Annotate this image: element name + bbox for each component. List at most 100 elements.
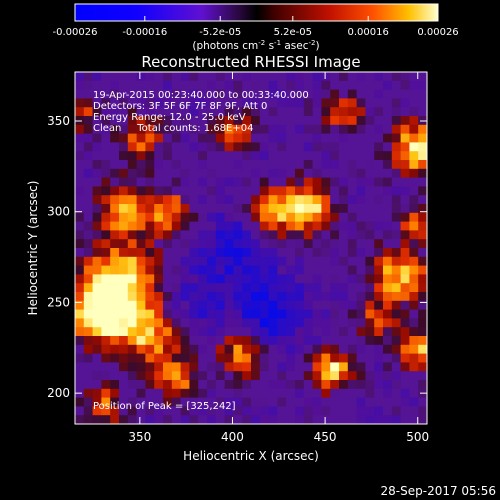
- heatmap-cell: [321, 371, 331, 381]
- heatmap-cell: [295, 309, 305, 319]
- heatmap-cell: [92, 283, 102, 293]
- heatmap-cell: [110, 283, 120, 293]
- heatmap-cell: [400, 380, 410, 390]
- heatmap-cell: [321, 230, 331, 240]
- heatmap-cell: [101, 283, 111, 293]
- heatmap-cell: [136, 415, 146, 424]
- heatmap-cell: [136, 318, 146, 328]
- heatmap-cell: [189, 380, 199, 390]
- heatmap-cell: [383, 256, 393, 266]
- heatmap-cell: [127, 107, 137, 117]
- heatmap-cell: [268, 283, 278, 293]
- heatmap-cell: [339, 177, 349, 187]
- heatmap-cell: [251, 327, 261, 337]
- heatmap-cell: [383, 292, 393, 302]
- heatmap-cell: [154, 388, 164, 398]
- heatmap-cell: [409, 221, 419, 231]
- heatmap-cell: [233, 353, 243, 363]
- heatmap-cell: [330, 380, 340, 390]
- heatmap-cell: [224, 89, 234, 99]
- heatmap-cell: [224, 124, 234, 134]
- heatmap-cell: [356, 309, 366, 319]
- heatmap-cell: [321, 327, 331, 337]
- heatmap-cell: [339, 274, 349, 284]
- heatmap-cell: [145, 230, 155, 240]
- heatmap-cell: [207, 195, 217, 205]
- heatmap-cell: [163, 133, 173, 143]
- heatmap-cell: [330, 133, 340, 143]
- heatmap-cell: [224, 388, 234, 398]
- heatmap-cell: [145, 142, 155, 152]
- heatmap-cell: [136, 300, 146, 310]
- heatmap-cell: [189, 151, 199, 161]
- heatmap-cell: [180, 221, 190, 231]
- heatmap-cell: [418, 318, 427, 328]
- heatmap-cell: [180, 168, 190, 178]
- heatmap-cell: [83, 116, 93, 126]
- heatmap-cell: [119, 116, 129, 126]
- heatmap-cell: [110, 318, 120, 328]
- heatmap-cell: [163, 212, 173, 222]
- heatmap-cell: [251, 415, 261, 424]
- heatmap-cell: [277, 221, 287, 231]
- heatmap-cell: [286, 406, 296, 416]
- heatmap-cell: [347, 300, 357, 310]
- heatmap-cell: [233, 265, 243, 275]
- heatmap-cell: [189, 283, 199, 293]
- heatmap-cell: [268, 336, 278, 346]
- heatmap-cell: [198, 151, 208, 161]
- heatmap-cell: [207, 371, 217, 381]
- heatmap-cell: [92, 256, 102, 266]
- heatmap-cell: [215, 177, 225, 187]
- heatmap-cell: [83, 318, 93, 328]
- heatmap-cell: [391, 406, 401, 416]
- heatmap-cell: [259, 318, 269, 328]
- heatmap-cell: [207, 72, 217, 82]
- heatmap-cell: [383, 116, 393, 126]
- heatmap-cell: [259, 107, 269, 117]
- heatmap-cell: [119, 380, 129, 390]
- heatmap-cell: [365, 292, 375, 302]
- heatmap-cell: [356, 248, 366, 258]
- heatmap-cell: [259, 371, 269, 381]
- heatmap-cell: [418, 160, 427, 170]
- heatmap-cell: [356, 415, 366, 424]
- heatmap-cell: [365, 265, 375, 275]
- heatmap-cell: [365, 107, 375, 117]
- heatmap-cell: [312, 80, 322, 90]
- heatmap-cell: [163, 248, 173, 258]
- heatmap-cell: [303, 239, 313, 249]
- heatmap-cell: [163, 300, 173, 310]
- heatmap-cell: [321, 195, 331, 205]
- heatmap-cell: [215, 256, 225, 266]
- heatmap-cell: [171, 415, 181, 424]
- heatmap-cell: [347, 344, 357, 354]
- heatmap-cell: [110, 397, 120, 407]
- heatmap-cell: [339, 124, 349, 134]
- heatmap-cell: [339, 89, 349, 99]
- heatmap-cell: [189, 230, 199, 240]
- heatmap-cell: [356, 292, 366, 302]
- heatmap-cell: [127, 336, 137, 346]
- heatmap-cell: [127, 344, 137, 354]
- heatmap-cell: [224, 397, 234, 407]
- heatmap-cell: [409, 133, 419, 143]
- heatmap-cell: [189, 318, 199, 328]
- heatmap-cell: [136, 344, 146, 354]
- heatmap-cell: [145, 186, 155, 196]
- heatmap-cell: [321, 221, 331, 231]
- heatmap-cell: [215, 80, 225, 90]
- heatmap-cell: [233, 107, 243, 117]
- heatmap-cell: [154, 168, 164, 178]
- heatmap-cell: [303, 195, 313, 205]
- heatmap-cell: [127, 415, 137, 424]
- heatmap-cell: [339, 327, 349, 337]
- heatmap-cell: [259, 221, 269, 231]
- heatmap-cell: [180, 160, 190, 170]
- heatmap-cell: [400, 336, 410, 346]
- heatmap-cell: [110, 212, 120, 222]
- heatmap-cell: [154, 204, 164, 214]
- heatmap-cell: [374, 353, 384, 363]
